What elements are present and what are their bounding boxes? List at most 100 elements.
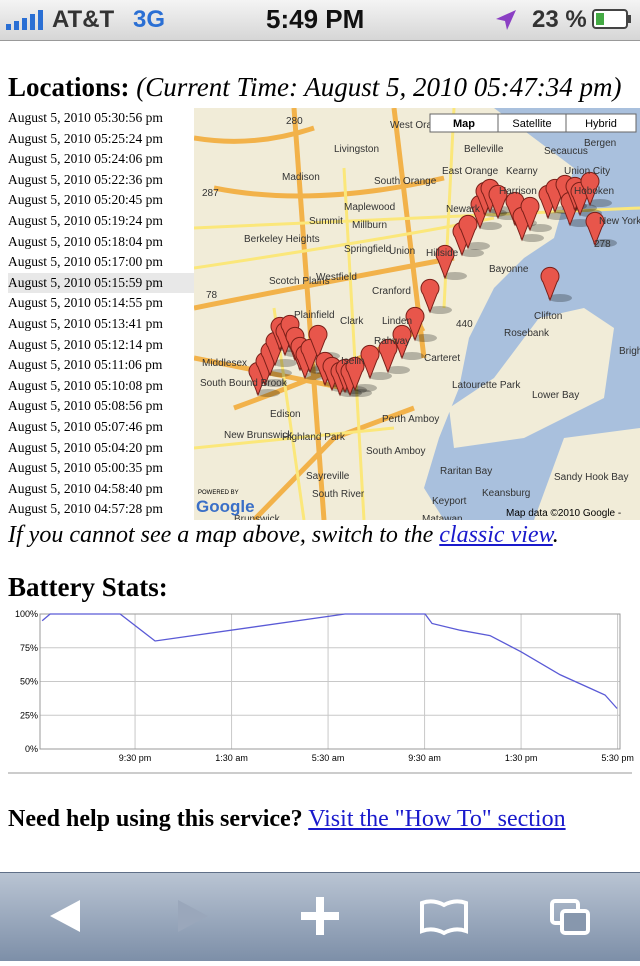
clock: 5:49 PM <box>266 4 365 34</box>
pin <box>585 211 605 247</box>
map-label: Raritan Bay <box>440 466 492 477</box>
map-label: South Amboy <box>366 446 425 457</box>
pages-button[interactable] <box>550 899 590 935</box>
map-label: New Brunswick <box>224 430 293 441</box>
pin-shadow <box>428 306 452 314</box>
map-label: Westfield <box>316 272 357 283</box>
timestamp[interactable]: August 5, 2010 05:18:04 pm <box>8 233 163 249</box>
timestamp[interactable]: August 5, 2010 05:12:14 pm <box>8 336 163 352</box>
timestamp[interactable]: August 5, 2010 05:13:41 pm <box>8 316 163 331</box>
map-label: Plainfield <box>294 310 335 321</box>
timestamp[interactable]: August 5, 2010 05:30:56 pm <box>8 110 163 125</box>
timestamp[interactable]: August 5, 2010 05:20:45 pm <box>8 192 163 208</box>
forward-button[interactable] <box>178 900 208 932</box>
map-label: Clark <box>340 316 364 327</box>
pin-shadow <box>528 224 552 232</box>
pin <box>540 266 560 302</box>
map-label: Millburn <box>352 220 387 231</box>
timestamp[interactable]: August 5, 2010 05:07:46 pm <box>8 419 163 434</box>
timestamp[interactable]: August 5, 2010 04:57:28 pm <box>8 501 163 517</box>
timestamp[interactable]: August 5, 2010 05:24:06 pm <box>8 151 163 167</box>
attribution: Map data ©2010 Google - <box>506 508 621 519</box>
hybrid-button[interactable]: Hybrid <box>585 118 617 130</box>
pin-shadow <box>593 239 617 247</box>
pin-shadow <box>353 384 377 392</box>
back-button[interactable] <box>50 900 80 932</box>
timestamp[interactable]: August 5, 2010 05:08:56 pm <box>8 398 163 414</box>
map-label: 278 <box>594 239 611 250</box>
powered-by: POWERED BY <box>198 490 239 496</box>
map-label: Springfield <box>344 244 391 255</box>
pin <box>345 356 365 392</box>
pin <box>405 306 425 342</box>
pin <box>458 214 478 250</box>
map-label: Clifton <box>534 311 562 322</box>
map-label: Keyport <box>432 496 467 507</box>
map-button[interactable]: Map <box>453 118 475 130</box>
google-logo: Google <box>196 497 255 516</box>
timestamp[interactable]: August 5, 2010 05:25:24 pm <box>8 130 163 146</box>
map-label: Hillside <box>426 248 459 259</box>
map-label: Scotch Plains <box>269 276 330 287</box>
pin-shadow <box>443 272 467 280</box>
x-tick-label: 9:30 pm <box>119 753 152 763</box>
timestamp[interactable]: August 5, 2010 05:14:55 pm <box>8 295 163 311</box>
map-label: 440 <box>456 319 473 330</box>
map-label: 280 <box>286 116 303 127</box>
pin <box>378 338 398 374</box>
timestamp[interactable]: August 5, 2010 05:22:36 pm <box>8 171 163 187</box>
battery-chart: 0% 25% 50% 75% 100% 9:30 pm 1:30 am 5:30 am 9:30… <box>8 609 634 774</box>
map-label: Brighton <box>619 346 640 357</box>
fallback-text: If you cannot see a map above, switch to… <box>8 522 440 548</box>
signal-icon <box>6 10 43 30</box>
timestamp[interactable]: August 5, 2010 05:15:59 pm <box>8 272 194 294</box>
map-label: Bergen <box>584 138 616 149</box>
pin-shadow <box>273 359 297 367</box>
timestamp[interactable]: August 5, 2010 05:00:35 pm <box>8 460 163 476</box>
map-label: Brunswick <box>234 514 281 520</box>
map-label: 287 <box>202 188 219 199</box>
map-label: Madison <box>282 172 320 183</box>
map-label: Union <box>389 246 415 257</box>
map-label: Bayonne <box>489 264 529 275</box>
map-label: Hoboken <box>574 186 614 197</box>
pin-shadow <box>546 212 570 220</box>
timestamp[interactable]: August 5, 2010 05:04:20 pm <box>8 439 163 455</box>
classic-view-link[interactable]: classic view <box>439 522 553 548</box>
timestamp[interactable]: August 5, 2010 05:19:24 pm <box>8 213 163 228</box>
map-label: Rahway <box>374 336 410 347</box>
pin <box>488 184 508 220</box>
plot-frame <box>39 613 621 750</box>
x-tick-label: 5:30 pm <box>601 753 634 763</box>
map-label: Lower Bay <box>532 390 579 401</box>
map-label: Kearny <box>506 166 538 177</box>
pin-shadow <box>368 372 392 380</box>
pin-shadow <box>413 334 437 342</box>
battery-icon <box>592 9 631 29</box>
pin-shadow <box>588 199 612 207</box>
y-tick-label: 100% <box>15 609 38 619</box>
y-tick-label: 25% <box>20 710 38 720</box>
bookmarks-button[interactable] <box>420 899 468 936</box>
timestamp[interactable]: August 5, 2010 05:17:00 pm <box>8 254 163 270</box>
add-button[interactable] <box>301 897 339 935</box>
timestamp[interactable]: August 5, 2010 04:58:40 pm <box>8 480 163 496</box>
timestamp[interactable]: August 5, 2010 05:11:06 pm <box>8 357 163 373</box>
map-label: Belleville <box>464 144 504 155</box>
x-tick-label: 1:30 pm <box>505 753 538 763</box>
how-to-link[interactable]: Visit the "How To" section <box>308 806 566 832</box>
map-label: Harrison <box>499 186 537 197</box>
map-label: Cranford <box>372 286 411 297</box>
pins <box>248 171 617 397</box>
map-label: Edison <box>270 409 301 420</box>
battery-line <box>41 613 618 709</box>
map-label: West Orange <box>390 120 449 131</box>
map-label: 78 <box>206 290 218 301</box>
pin <box>580 171 600 207</box>
y-tick-label: 50% <box>20 677 38 687</box>
map-label: Perth Amboy <box>382 414 439 425</box>
satellite-button[interactable]: Satellite <box>512 118 551 130</box>
timestamp[interactable]: August 5, 2010 05:10:08 pm <box>8 377 163 393</box>
x-tick-label: 1:30 am <box>215 753 248 763</box>
